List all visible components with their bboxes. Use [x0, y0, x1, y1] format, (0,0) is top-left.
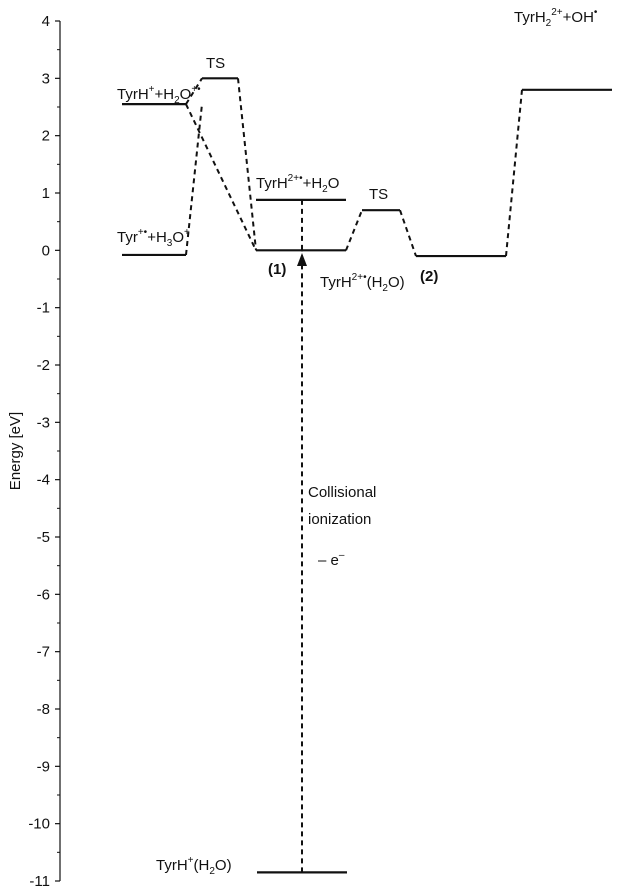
label-tyrh2-oh: TyrH22++OH•: [514, 7, 598, 29]
y-tick-label: -10: [28, 816, 50, 833]
energy-levels: [122, 77, 612, 874]
connector-complex2-to-tyrh2-oh: [505, 89, 523, 257]
y-tick-label: -9: [37, 758, 50, 775]
y-tick-label: -5: [37, 529, 50, 546]
y-tick-label: 1: [42, 185, 50, 202]
y-axis-ticks: 4 3 2 1 0 -1 -2 -3 -4 -5 -6 -7 -8 -9 -10 -11: [28, 13, 60, 890]
y-tick-label: 0: [42, 242, 50, 259]
label-complex2: (2): [420, 268, 438, 285]
ionization-arrowhead: [297, 253, 307, 266]
y-tick-label: -8: [37, 701, 50, 718]
connector-complex1-to-ts2: [345, 209, 363, 251]
connector-tyrh-to-complex1: [185, 103, 257, 251]
label-ts1: TS: [206, 55, 225, 72]
y-axis-label: Energy [eV]: [7, 412, 24, 490]
label-ground: TyrH+(H2O): [156, 855, 232, 877]
y-tick-label: 2: [42, 128, 50, 145]
label-electron: – e–: [318, 550, 345, 569]
label-tyrh2-h2o: TyrH2+•+H2O: [256, 173, 339, 195]
y-tick-label: 3: [42, 70, 50, 87]
level-labels: TyrH++H2O+• TS Tyr+•+H3O+ TyrH2+•+H2O (1…: [117, 7, 598, 877]
label-ionization-line2: ionization: [308, 511, 371, 528]
label-ts2: TS: [369, 186, 388, 203]
connector-ts1-to-complex1: [237, 78, 257, 251]
connector-ts2-to-complex2: [399, 209, 417, 257]
y-tick-label: -4: [37, 472, 50, 489]
y-axis: 4 3 2 1 0 -1 -2 -3 -4 -5 -6 -7 -8 -9 -10 -11 Energy [eV…: [7, 13, 61, 890]
y-tick-label: -6: [37, 586, 50, 603]
reaction-path-connectors: [185, 77, 523, 873]
y-tick-label: -1: [37, 300, 50, 317]
y-tick-label: -3: [37, 414, 50, 431]
label-tyr-h3o: Tyr+•+H3O+: [117, 227, 190, 249]
label-ionization-line1: Collisional: [308, 484, 376, 501]
y-tick-label: -2: [37, 357, 50, 374]
connector-tyr-to-tyrh: [185, 104, 203, 256]
y-tick-label: 4: [42, 13, 50, 30]
y-tick-label: -7: [37, 644, 50, 661]
label-complex1: (1): [268, 261, 286, 278]
y-tick-label: -11: [29, 873, 50, 890]
label-tyrh-h2o-plus: TyrH++H2O+•: [117, 84, 201, 106]
label-complex2-name: TyrH2+•(H2O): [320, 272, 405, 294]
